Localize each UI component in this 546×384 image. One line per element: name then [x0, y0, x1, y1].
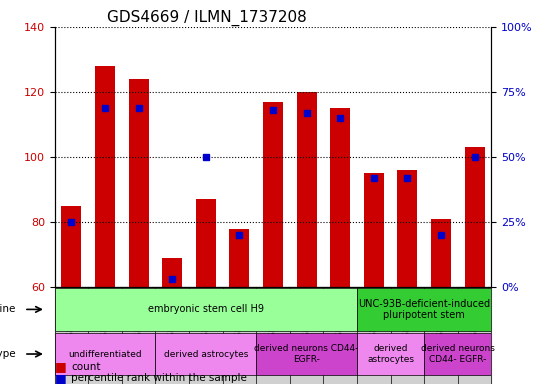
- Bar: [162, 258, 182, 287]
- Text: embryonic stem cell H9: embryonic stem cell H9: [148, 305, 264, 314]
- Text: ■: ■: [55, 372, 67, 384]
- Text: percentile rank within the sample: percentile rank within the sample: [71, 373, 247, 383]
- Bar: [465, 147, 485, 287]
- Bar: [431, 219, 451, 287]
- Bar: [364, 173, 384, 287]
- Bar: [195, 199, 216, 287]
- Bar: [229, 228, 250, 287]
- Bar: [55, 287, 491, 384]
- FancyBboxPatch shape: [357, 288, 491, 331]
- FancyBboxPatch shape: [55, 333, 156, 376]
- Text: ■: ■: [55, 360, 67, 373]
- FancyBboxPatch shape: [357, 333, 424, 376]
- FancyBboxPatch shape: [256, 333, 357, 376]
- Text: cell type: cell type: [0, 349, 15, 359]
- Text: cell line: cell line: [0, 305, 15, 314]
- Text: undifferentiated: undifferentiated: [68, 349, 142, 359]
- Text: derived neurons
CD44- EGFR-: derived neurons CD44- EGFR-: [421, 344, 495, 364]
- Bar: [61, 206, 81, 287]
- Bar: [397, 170, 418, 287]
- Bar: [95, 66, 115, 287]
- Text: UNC-93B-deficient-induced
pluripotent stem: UNC-93B-deficient-induced pluripotent st…: [358, 299, 490, 320]
- Bar: [263, 102, 283, 287]
- FancyBboxPatch shape: [424, 333, 491, 376]
- Text: count: count: [71, 362, 100, 372]
- Text: derived
astrocytes: derived astrocytes: [367, 344, 414, 364]
- Bar: [296, 92, 317, 287]
- FancyBboxPatch shape: [156, 333, 256, 376]
- Text: derived astrocytes: derived astrocytes: [164, 349, 248, 359]
- FancyBboxPatch shape: [55, 288, 357, 331]
- Bar: [128, 79, 149, 287]
- Bar: [330, 108, 351, 287]
- Text: GDS4669 / ILMN_1737208: GDS4669 / ILMN_1737208: [107, 9, 307, 25]
- Text: derived neurons CD44-
EGFR-: derived neurons CD44- EGFR-: [254, 344, 359, 364]
